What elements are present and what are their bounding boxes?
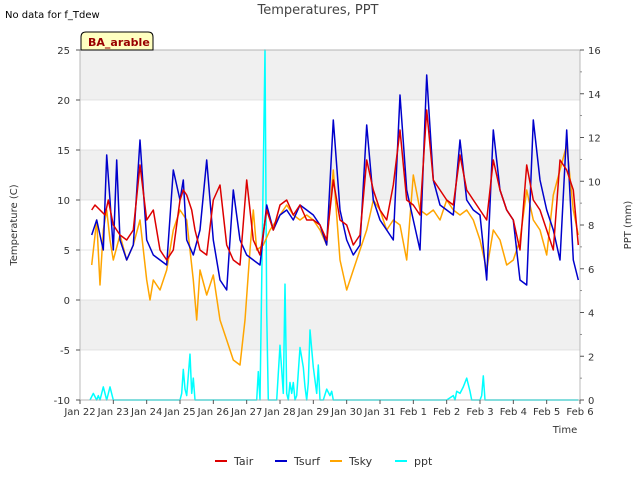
band-2 bbox=[80, 50, 580, 100]
chart-title: Temperatures, PPT bbox=[256, 3, 378, 18]
legend-label-tair: Tair bbox=[233, 455, 254, 468]
x-tick-label: Feb 1 bbox=[400, 407, 427, 418]
right-tick-label: 0 bbox=[588, 396, 594, 407]
left-tick-label: 10 bbox=[57, 196, 70, 207]
legend: Tair Tsurf Tsky ppt bbox=[215, 455, 433, 468]
no-data-note: No data for f_Tdew bbox=[5, 10, 100, 21]
right-tick-label: 6 bbox=[588, 265, 594, 276]
legend-label-ppt: ppt bbox=[414, 455, 433, 468]
left-tick-label: -5 bbox=[60, 346, 70, 357]
x-tick-label: Jan 27 bbox=[230, 407, 262, 418]
x-tick-label: Feb 5 bbox=[533, 407, 560, 418]
left-tick-label: 20 bbox=[57, 96, 70, 107]
legend-label-tsky: Tsky bbox=[348, 455, 373, 468]
right-tick-label: 10 bbox=[588, 177, 601, 188]
left-tick-label: 0 bbox=[64, 296, 70, 307]
left-tick-label: 15 bbox=[57, 146, 70, 157]
band-0 bbox=[80, 300, 580, 350]
right-tick-label: 12 bbox=[588, 134, 601, 145]
left-axis: -10 -5 0 5 10 15 20 25 bbox=[54, 46, 80, 407]
x-tick-label: Jan 22 bbox=[63, 407, 95, 418]
x-tick-label: Feb 2 bbox=[433, 407, 460, 418]
x-tick-label: Jan 25 bbox=[163, 407, 195, 418]
x-axis-title: Time bbox=[552, 425, 577, 436]
x-tick-label: Jan 30 bbox=[330, 407, 362, 418]
x-tick-label: Jan 23 bbox=[97, 407, 129, 418]
legend-label-tsurf: Tsurf bbox=[293, 455, 321, 468]
badge: BA_arable bbox=[80, 31, 154, 51]
series-line-tair bbox=[91, 109, 580, 266]
right-tick-label: 4 bbox=[588, 309, 594, 320]
right-tick-label: 2 bbox=[588, 352, 594, 363]
right-axis-title: PPT (mm) bbox=[623, 201, 634, 250]
x-tick-label: Feb 6 bbox=[566, 407, 593, 418]
x-tick-label: Feb 3 bbox=[466, 407, 493, 418]
right-tick-label: 16 bbox=[588, 46, 601, 57]
x-axis: Jan 22 Jan 23 Jan 24 Jan 25 Jan 26 Jan 27 Jan … bbox=[63, 400, 594, 418]
series-line-ppt bbox=[89, 49, 579, 401]
x-tick-label: Jan 31 bbox=[363, 407, 395, 418]
x-tick-label: Jan 28 bbox=[263, 407, 295, 418]
left-axis-title: Temperature (C) bbox=[9, 184, 20, 266]
x-tick-label: Jan 29 bbox=[297, 407, 329, 418]
right-tick-label: 8 bbox=[588, 221, 594, 232]
badge-label: BA_arable bbox=[88, 36, 150, 49]
left-tick-label: 25 bbox=[57, 46, 70, 57]
x-tick-label: Jan 24 bbox=[130, 407, 162, 418]
right-axis: 0 2 4 6 8 10 12 14 16 bbox=[580, 46, 601, 407]
right-tick-label: 14 bbox=[588, 90, 601, 101]
left-tick-label: -10 bbox=[54, 396, 70, 407]
plot-area bbox=[89, 49, 580, 401]
x-tick-label: Feb 4 bbox=[500, 407, 527, 418]
x-tick-label: Jan 26 bbox=[197, 407, 229, 418]
badge-box bbox=[80, 31, 154, 51]
left-tick-label: 5 bbox=[64, 246, 70, 257]
series-line-tsurf bbox=[90, 74, 580, 291]
